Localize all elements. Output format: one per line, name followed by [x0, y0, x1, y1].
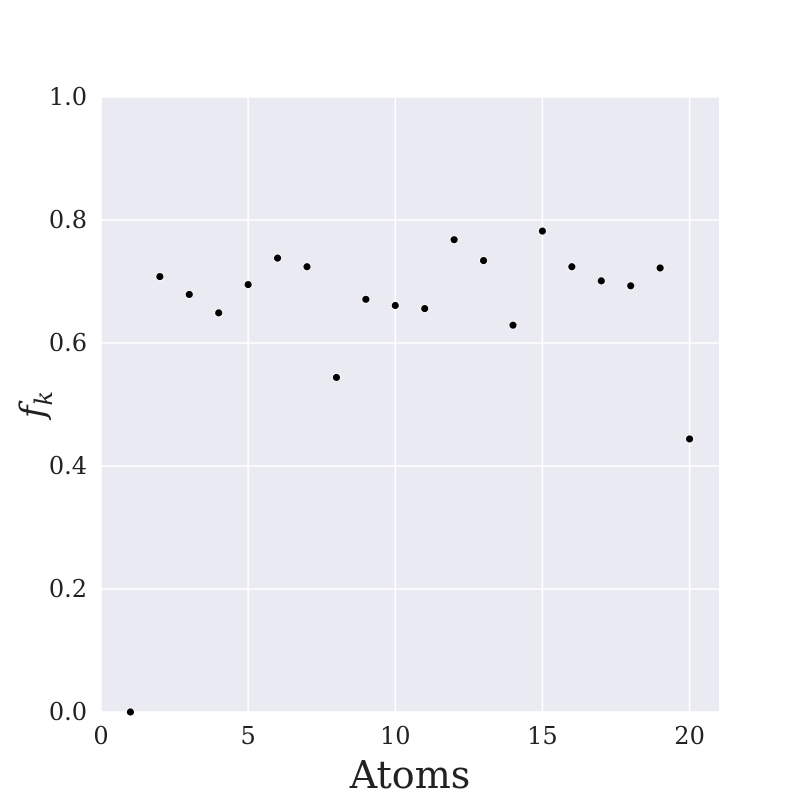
- data-point: [361, 294, 371, 304]
- data-point: [420, 304, 430, 313]
- data-point: [538, 226, 547, 236]
- x-axis-label: Atoms: [349, 753, 470, 797]
- x-tick-label: 5: [241, 722, 256, 750]
- y-tick-label: 1.0: [49, 83, 87, 111]
- data-point: [243, 280, 253, 289]
- tick-labels: 0 5 10 15 20 0.0 0.2 0.4 0.6 0.8 1.0: [49, 83, 705, 750]
- data-point: [332, 373, 341, 382]
- grid: [100, 96, 719, 713]
- data-point: [596, 276, 606, 286]
- data-point: [273, 253, 282, 263]
- y-tick-label: 0.2: [49, 575, 87, 603]
- data-point: [214, 308, 224, 318]
- y-tick-label: 0.0: [49, 698, 87, 726]
- data-point: [479, 256, 488, 265]
- x-tick-label: 20: [674, 722, 705, 750]
- plot-area: [101, 97, 719, 712]
- data-points: [126, 226, 694, 717]
- y-tick-label: 0.8: [49, 206, 87, 234]
- data-point: [126, 707, 135, 717]
- data-point: [508, 320, 518, 330]
- y-tick-label: 0.6: [49, 329, 87, 357]
- y-axis-label-subscript: k: [30, 391, 58, 406]
- data-point: [155, 272, 165, 281]
- data-point: [655, 263, 665, 273]
- data-point: [685, 434, 694, 444]
- data-point: [184, 290, 194, 299]
- x-tick-label: 10: [380, 722, 411, 750]
- data-point: [449, 235, 459, 245]
- x-tick-label: 0: [93, 722, 108, 750]
- data-point: [567, 262, 577, 272]
- data-point: [626, 281, 636, 291]
- data-point: [390, 301, 400, 310]
- y-axis-label: fk: [13, 391, 58, 421]
- x-tick-label: 15: [527, 722, 558, 750]
- y-tick-label: 0.4: [49, 452, 87, 480]
- data-point: [302, 262, 312, 272]
